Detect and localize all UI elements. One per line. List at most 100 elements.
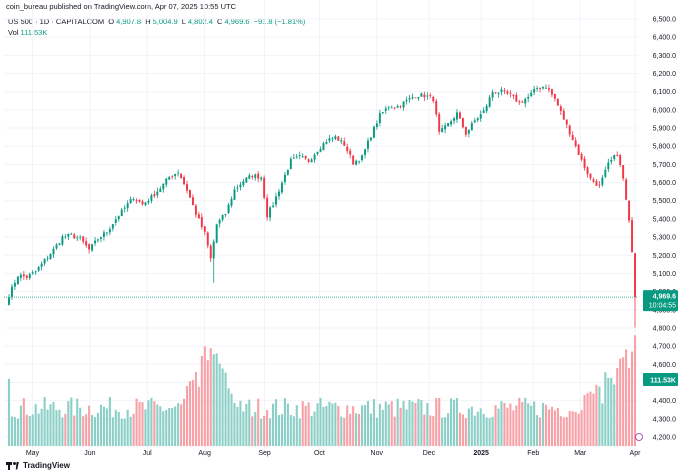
candle-body [565,119,568,125]
volume-bar [203,346,206,447]
volume-bar [622,357,625,447]
volume-bar [310,416,313,447]
close-value: 4,969.6 [224,17,250,26]
candle-body [203,226,206,232]
volume-bar [52,401,55,447]
time-tick-label: Oct [314,450,325,457]
candle-body [384,108,387,111]
candle-body [239,184,242,188]
volume-bar [85,414,88,447]
brand-watermark[interactable]: TradingView [6,461,70,470]
candle-body [73,234,76,239]
candle-body [369,137,372,141]
symbol-label[interactable]: US 500 · 1D · CAPITALCOM [8,17,105,26]
candle-body [88,244,91,250]
tradingview-logo-icon [6,461,20,470]
candle-body [263,177,266,198]
candle-body [432,96,435,102]
candle-body [346,146,349,152]
candle-body [132,199,135,200]
candle-body [319,149,322,152]
volume-bar [150,397,153,447]
volume-bar [441,417,444,447]
candle-body [441,128,444,133]
volume-bar [135,398,138,447]
candle-body [390,107,393,109]
candle-body [435,101,438,115]
candle-body [307,159,310,162]
candle-body [521,101,524,103]
candle-body [393,107,396,109]
volume-bar [260,418,263,447]
volume-bar [64,413,67,447]
candle-body [509,92,512,94]
volume-bar [355,413,358,447]
volume-bar [580,410,583,447]
candle-body [334,136,337,139]
volume-bar [132,413,135,447]
price-tick-label: 5,900.0 [653,126,676,133]
candle-body [233,189,236,200]
candle-body [40,263,43,267]
volume-bar [509,403,512,447]
price-tick-label: 4,300.0 [653,416,676,423]
candle-body [99,237,102,239]
volume-bar [375,417,378,447]
volume-bar [307,402,310,447]
candle-body [577,144,580,155]
volume-bar [301,401,304,447]
volume-bar [550,406,553,447]
volume-bar [254,412,257,447]
volume-bar [607,377,610,447]
candle-body [298,155,301,157]
candle-body [470,123,473,131]
volume-bar [266,410,269,447]
price-tick-label: 4,600.0 [653,362,676,369]
time-tick-label: Aug [198,450,211,457]
time-tick-label: May [26,450,40,457]
price-tick-label: 6,300.0 [653,53,676,60]
candle-body [331,138,334,140]
volume-bar [464,418,467,447]
candle-body [553,93,556,99]
volume-bar [559,416,562,447]
volume-bar [435,398,438,447]
candle-body [539,87,542,89]
candle-body [275,196,277,205]
ohlc-row: US 500 · 1D · CAPITALCOM O 4,907.8 H 5,004… [8,16,307,27]
volume-bar [177,403,180,447]
volume-bar [497,408,500,447]
high-label: H [145,17,151,26]
candle-body [574,140,577,147]
volume-bar [31,414,34,447]
volume-bar [619,358,622,447]
candle-body [559,106,562,112]
volume-bar [556,408,559,447]
candle-body [456,112,458,120]
candle-body [352,155,355,165]
volume-bar [363,405,367,447]
candle-body [619,155,622,165]
volume-bar [200,355,203,447]
candle-body [186,184,188,191]
price-tick-label: 4,400.0 [653,398,676,405]
candle-body [245,177,248,183]
volume-bar [174,406,177,447]
candle-body [461,118,464,128]
candle-body [625,179,628,200]
candle-body [322,143,325,151]
volume-bar [461,414,464,447]
volume-bar [295,405,298,447]
candle-body [171,176,174,178]
candle-body [533,88,536,93]
volume-bar [263,415,266,447]
volume-bar [37,413,40,447]
volume-bar [171,408,174,447]
candle-body [46,258,49,260]
candle-body [556,98,559,106]
time-tick-label: Mar [574,450,587,457]
volume-bar [126,409,129,447]
candle-body [485,105,488,112]
volume-bar [49,404,52,447]
